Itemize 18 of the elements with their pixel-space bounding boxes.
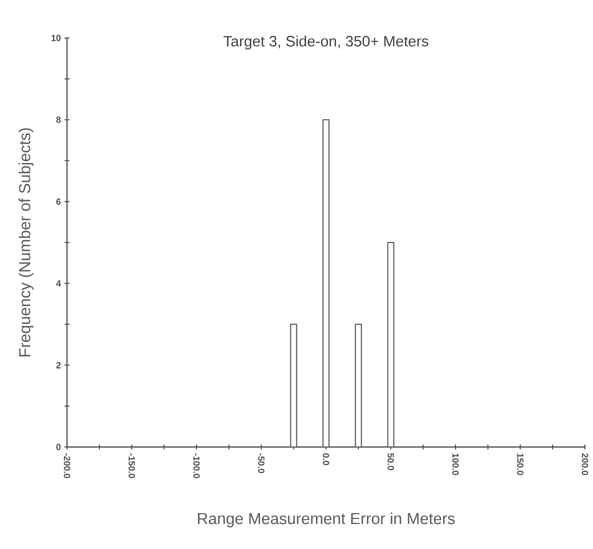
- y-axis-title: Frequency (Number of Subjects): [18, 128, 34, 356]
- y-tick-label: 8: [56, 116, 61, 123]
- x-tick-label: -50.0: [258, 453, 264, 474]
- x-tick-label: -100.0: [193, 453, 200, 478]
- x-tick-label: 50.0: [388, 453, 394, 470]
- y-tick-label: 4: [56, 280, 61, 286]
- x-tick-label: 100.0: [452, 454, 459, 476]
- x-tick-label: 200.0: [582, 453, 588, 476]
- y-tick-label: 0: [56, 444, 61, 450]
- x-axis-title: Range Measurement Error in Meters: [198, 512, 455, 528]
- y-tick-label: 2: [56, 362, 61, 368]
- y-tick-label: 10: [52, 34, 61, 42]
- y-tick-label: 6: [56, 198, 61, 205]
- x-tick-label: -200.0: [64, 453, 70, 478]
- x-tick-label: -150.0: [128, 453, 135, 478]
- chart-title: Target 3, Side-on, 350+ Meters: [224, 36, 428, 50]
- x-tick-label: 0.0: [322, 453, 330, 466]
- x-tick-label: 150.0: [517, 454, 524, 476]
